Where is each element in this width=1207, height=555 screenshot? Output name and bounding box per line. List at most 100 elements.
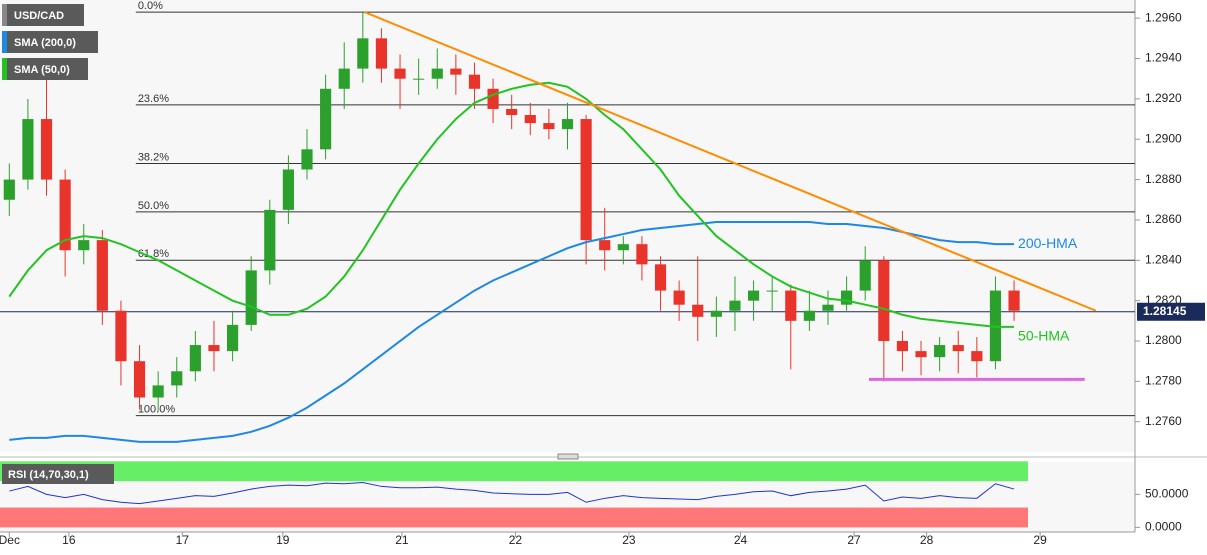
candle-body [803, 310, 815, 321]
candle-body [320, 88, 332, 150]
candle-body [989, 290, 1002, 362]
x-tick-label: 27 [847, 533, 861, 547]
legend-swatch [2, 31, 7, 53]
candle-body [227, 324, 239, 352]
candle-body [785, 290, 797, 321]
y-tick-label: 0.0000 [1145, 520, 1182, 534]
candle-body [729, 300, 741, 311]
candle-body [524, 115, 536, 124]
legend-swatch [2, 58, 7, 80]
candle-body [152, 385, 164, 398]
fib-label: 50.0% [138, 200, 169, 212]
candle-body [133, 361, 146, 398]
candle-body [878, 260, 890, 342]
ma-annotation: 200-HMA [1018, 235, 1078, 251]
y-tick-label: 1.2940 [1145, 51, 1182, 65]
candle-body [208, 345, 220, 352]
y-tick-label: 1.2920 [1145, 91, 1182, 105]
ma-annotation: 50-HMA [1018, 328, 1070, 344]
candle-body [1008, 290, 1020, 311]
legend-label: SMA (200,0) [14, 37, 76, 49]
candle-body [413, 78, 425, 80]
fib-label: 0.0% [138, 0, 163, 12]
y-tick-label: 50.0000 [1145, 487, 1189, 501]
candle-body [859, 260, 871, 291]
candle-body [617, 244, 629, 251]
ma-line [8, 81, 1015, 328]
fib-label: 23.6% [138, 93, 169, 105]
y-tick-label: 1.2860 [1145, 212, 1182, 226]
x-tick-label: 21 [395, 533, 409, 547]
legend-box[interactable] [2, 58, 88, 80]
candle-body [710, 310, 722, 317]
ma-line [9, 220, 1015, 443]
fib-label: 38.2% [138, 151, 169, 163]
candle-body [896, 341, 908, 352]
trend-line [364, 11, 1097, 312]
candle-body [357, 38, 369, 69]
legend-box[interactable] [2, 464, 114, 484]
x-tick-label: 19 [276, 533, 290, 547]
candle-body [22, 119, 34, 180]
x-tick-label: 29 [1033, 533, 1047, 547]
x-tick-label: 22 [509, 533, 523, 547]
candle-body [934, 345, 946, 358]
candle-body [375, 38, 388, 69]
candle-body [766, 290, 778, 292]
candle-body [59, 179, 71, 251]
candle-body [301, 149, 313, 170]
candle-body [580, 119, 592, 241]
candle-body [561, 119, 574, 130]
legend-swatch [2, 4, 7, 26]
candle-body [599, 240, 611, 251]
x-tick-label: 23 [622, 533, 636, 547]
candle-body [654, 264, 667, 291]
y-tick-label: 1.2880 [1145, 172, 1182, 186]
overbought-zone [0, 461, 1028, 482]
rsi-line [9, 481, 1015, 505]
candle-body [338, 68, 350, 89]
rsi-label: RSI (14,70,30,1) [8, 469, 89, 481]
candle-body [952, 345, 964, 352]
candle-body [245, 270, 257, 325]
fib-label: 100.0% [138, 404, 176, 416]
x-tick-label: 24 [734, 533, 748, 547]
candle-body [692, 304, 704, 317]
last-price-label: 1.28145 [1143, 304, 1187, 318]
candle-body [487, 88, 499, 109]
candle-body [636, 244, 648, 265]
candle-body [450, 68, 462, 75]
candle-body [506, 108, 518, 116]
fib-label: 61.8% [138, 248, 169, 260]
candle-body [673, 290, 685, 305]
candle-body [971, 351, 983, 362]
candle-body [171, 371, 183, 386]
candle-body [264, 209, 276, 271]
candle-body [394, 68, 406, 79]
candle-body [96, 240, 108, 311]
candle-body [282, 169, 294, 210]
resize-handle[interactable] [557, 453, 579, 460]
y-tick-label: 1.2960 [1145, 10, 1182, 24]
legend: USD/CAD SMA (200,0) SMA (50,0) RSI (14,7… [2, 4, 114, 484]
legend-box[interactable] [2, 4, 84, 26]
legend-label: USD/CAD [14, 10, 64, 22]
legend-box[interactable] [2, 31, 98, 53]
candle-body [431, 68, 443, 79]
y-tick-label: 1.2760 [1145, 414, 1182, 428]
candle-body [822, 304, 834, 311]
y-tick-label: 1.2800 [1145, 333, 1182, 347]
x-tick-label: Dec [0, 533, 20, 547]
x-tick-label: 28 [920, 533, 934, 547]
candle-body [543, 123, 555, 130]
y-tick-label: 1.2840 [1145, 252, 1182, 266]
oversold-zone [0, 507, 1028, 528]
candle-body [40, 119, 53, 180]
y-tick-label: 1.2780 [1145, 374, 1182, 388]
candle-body [747, 290, 760, 301]
x-tick-label: 16 [62, 533, 76, 547]
candle-body [189, 345, 201, 372]
x-tick-label: 17 [176, 533, 190, 547]
